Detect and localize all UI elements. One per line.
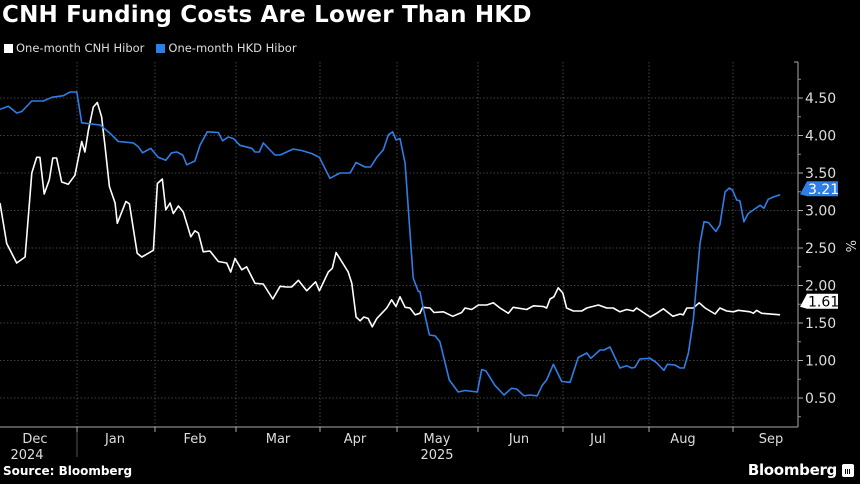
x-year-label: 2024 <box>10 448 43 463</box>
x-tick-label: Jul <box>589 432 606 447</box>
legend-label-hkd: One-month HKD Hibor <box>168 41 297 55</box>
legend-label-cnh: One-month CNH Hibor <box>16 41 145 55</box>
x-tick-label: Jan <box>104 432 125 447</box>
y-tick-label: 1.50 <box>805 316 836 332</box>
bloomberg-logo: Bloomberg <box>748 461 854 479</box>
y-tick-label: 0.50 <box>805 391 836 407</box>
y-tick-label: 4.00 <box>805 129 836 145</box>
legend-swatch-cnh <box>4 43 13 53</box>
x-tick-label: May <box>424 432 451 447</box>
x-tick-label: Apr <box>344 432 367 447</box>
x-year-label: 2025 <box>420 448 453 463</box>
y-tick-label: 3.50 <box>805 166 836 182</box>
series-line-hkd <box>0 91 781 397</box>
x-tick-label: Sep <box>759 432 784 447</box>
legend-item-hkd: One-month HKD Hibor <box>156 41 297 55</box>
legend: One-month CNH Hibor One-month HKD Hibor <box>4 41 297 55</box>
x-tick-label: Aug <box>670 432 695 447</box>
y-tick-label: 2.00 <box>805 279 836 295</box>
y-tick-label: 3.00 <box>805 204 836 220</box>
y-tick-label: 1.00 <box>805 354 836 370</box>
y-tick-label: 2.50 <box>805 241 836 257</box>
legend-item-cnh: One-month CNH Hibor <box>4 41 144 55</box>
logo-text: Bloomberg <box>747 461 837 479</box>
x-tick-label: Dec <box>22 432 47 447</box>
chart-title: CNH Funding Costs Are Lower Than HKD <box>2 2 532 28</box>
last-value-badge-hkd <box>800 181 838 197</box>
y-tick-label: 4.50 <box>805 91 836 107</box>
source-note: Source: Bloomberg <box>3 464 133 478</box>
series-line-cnh <box>0 101 781 328</box>
x-tick-label: Feb <box>183 432 206 447</box>
last-value-badge-cnh <box>800 293 838 309</box>
last-value-label-cnh: 1.61 <box>808 294 839 310</box>
x-tick-label: Mar <box>266 432 291 447</box>
legend-swatch-hkd <box>156 43 166 53</box>
bloomberg-terminal-icon <box>842 463 854 477</box>
last-value-label-hkd: 3.21 <box>808 182 839 198</box>
x-tick-label: Jun <box>508 432 529 447</box>
y-axis-label: % <box>842 240 857 252</box>
